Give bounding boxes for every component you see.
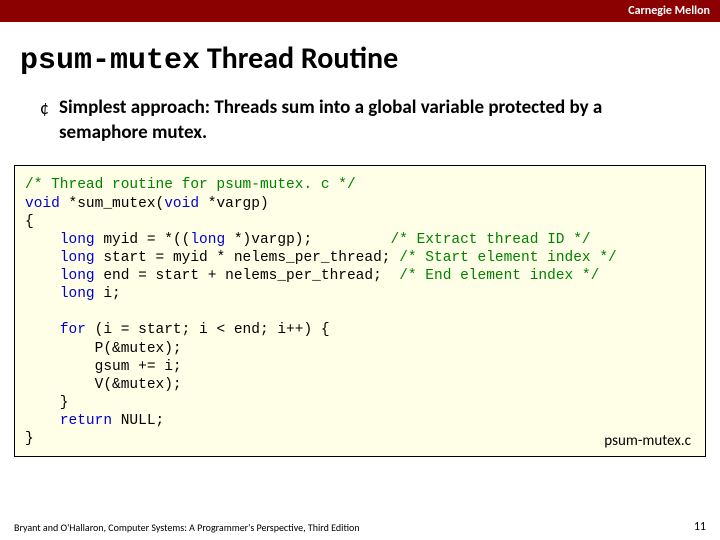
bullet-marker: ¢ bbox=[40, 96, 49, 120]
bullet-list: ¢ Simplest approach: Threads sum into a … bbox=[0, 88, 720, 157]
title-rest-part: Thread Routine bbox=[200, 40, 398, 77]
slide-title: psum-mutex Thread Routine bbox=[0, 22, 720, 88]
bullet-text: Simplest approach: Threads sum into a gl… bbox=[59, 96, 680, 145]
bullet-item: ¢ Simplest approach: Threads sum into a … bbox=[40, 96, 680, 145]
header-bar: Carnegie Mellon bbox=[0, 0, 720, 22]
footer: Bryant and O'Hallaron, Computer Systems:… bbox=[14, 520, 706, 534]
footer-citation: Bryant and O'Hallaron, Computer Systems:… bbox=[14, 521, 360, 534]
title-code-part: psum-mutex bbox=[20, 44, 200, 78]
code-content: /* Thread routine for psum-mutex. c */ v… bbox=[25, 176, 695, 448]
code-block: /* Thread routine for psum-mutex. c */ v… bbox=[14, 165, 706, 457]
header-org: Carnegie Mellon bbox=[628, 4, 710, 18]
code-filename: psum-mutex.c bbox=[604, 432, 691, 450]
page-number: 11 bbox=[694, 520, 706, 534]
